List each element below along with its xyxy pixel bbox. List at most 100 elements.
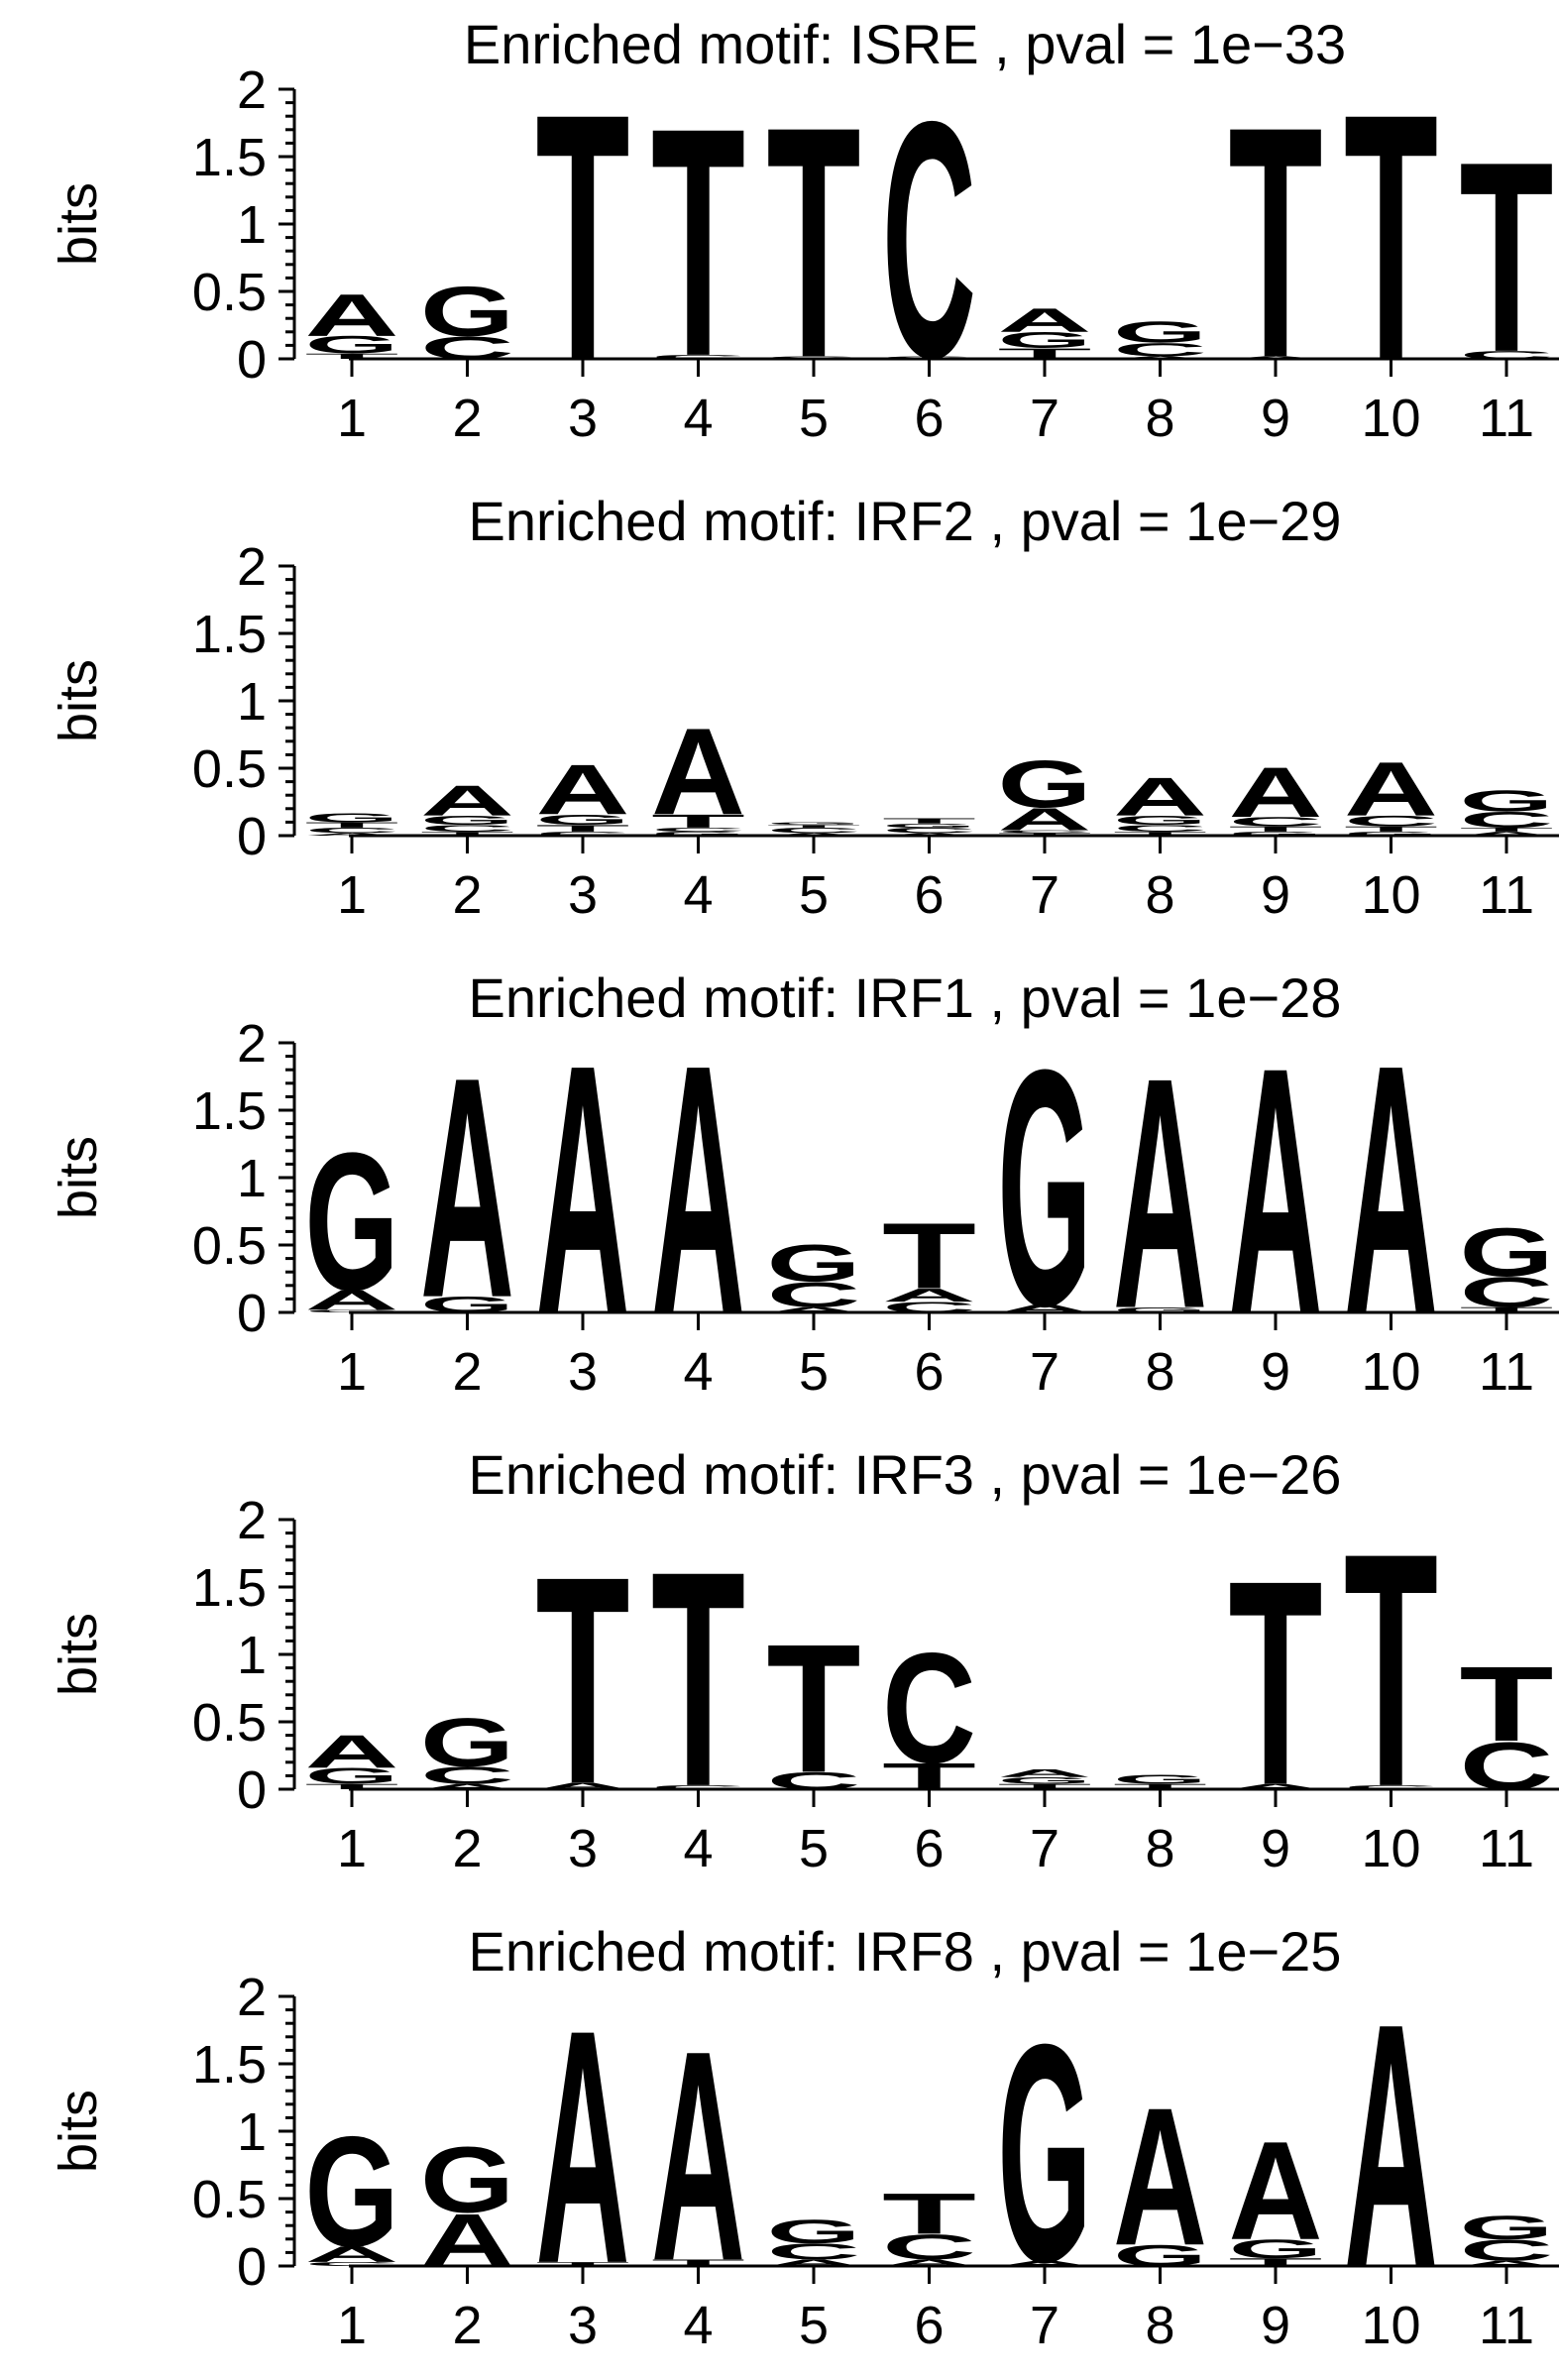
logo-letter-g: G	[305, 331, 399, 359]
logo-letter-a: A	[1229, 2111, 1323, 2269]
logo-letter-a: A	[1229, 1782, 1323, 1790]
logo-letter-a: A	[1113, 767, 1207, 828]
logo-letter-a: A	[767, 2257, 861, 2268]
logo-letter-g: G	[420, 1704, 514, 1781]
logo-letter-g: G	[882, 356, 976, 360]
logo-letter-a: A	[998, 802, 1092, 838]
logo-letter-t: T	[536, 2261, 630, 2267]
logo-letter-g: G	[998, 1982, 1092, 2327]
x-tick-label: 1	[337, 865, 367, 925]
x-tick-label: 6	[914, 2296, 944, 2355]
logo-letter-c: C	[536, 831, 630, 837]
logo-letter-t: T	[1113, 831, 1207, 837]
x-tick-label: 8	[1145, 1819, 1174, 1878]
x-tick-label: 4	[683, 1342, 713, 1402]
logo-panel-5: Enriched motif: IRF8 , pval = 1e−25 0 0.5 1…	[49, 1920, 1559, 2355]
x-tick-label: 11	[1479, 2296, 1534, 2355]
y-tick-label: 0	[237, 1284, 267, 1343]
x-tick-label: 10	[1361, 1819, 1420, 1878]
logo-letter-c: C	[1113, 339, 1207, 360]
x-tick-label: 5	[799, 2296, 829, 2355]
logo-letter-c: C	[767, 2239, 861, 2264]
y-tick-label: 1.5	[192, 2035, 267, 2095]
panel-title: Enriched motif: ISRE , pval = 1e−33	[464, 13, 1346, 75]
y-axis-label: bits	[49, 1613, 108, 1696]
x-tick-label: 1	[337, 389, 367, 448]
y-tick-label: 0.5	[192, 739, 267, 799]
logo-letter-t: T	[1460, 827, 1554, 833]
logo-letter-t: T	[882, 1756, 976, 1797]
logo-letter-g: G	[998, 1775, 1092, 1785]
x-tick-label: 6	[914, 1342, 944, 1402]
y-tick-label: 1	[237, 195, 267, 255]
logo-letter-a: A	[882, 1285, 976, 1305]
y-tick-label: 0.5	[192, 2170, 267, 2229]
y-tick-label: 0.5	[192, 1216, 267, 1276]
logo-letter-a: A	[305, 1285, 399, 1316]
y-tick-label: 2	[237, 1491, 267, 1550]
x-tick-label: 11	[1479, 389, 1534, 448]
logo-letter-a: A	[305, 1726, 399, 1778]
x-tick-label: 4	[683, 2296, 713, 2355]
logo-letter-a: A	[882, 833, 976, 837]
logo-letter-a: A	[1344, 1952, 1438, 2340]
logo-letter-g: G	[305, 2104, 399, 2280]
logo-letter-t: T	[1344, 1484, 1438, 1857]
logo-letter-c: C	[305, 826, 399, 834]
x-tick-label: 1	[337, 2296, 367, 2355]
y-tick-label: 0.5	[192, 263, 267, 322]
logo-letter-t: T	[998, 833, 1092, 837]
x-tick-label: 7	[1030, 1342, 1059, 1402]
x-tick-label: 3	[568, 2296, 598, 2355]
logo-letter-a: A	[420, 2199, 514, 2283]
logo-letter-t: T	[1344, 825, 1438, 833]
logo-letter-a: A	[998, 301, 1092, 339]
logo-letter-c: C	[767, 826, 861, 834]
logo-letter-g: G	[651, 831, 745, 837]
logo-letter-t: T	[767, 824, 861, 828]
logo-letter-t: T	[1460, 1644, 1554, 1763]
logo-letter-a: A	[536, 750, 630, 830]
logo-letter-a: A	[536, 1962, 630, 2333]
logo-letter-g: G	[305, 811, 399, 826]
logo-letter-g: G	[536, 812, 630, 829]
logo-letter-g: G	[998, 327, 1092, 353]
logo-panel-4: Enriched motif: IRF3 , pval = 1e−26 0 0.5 1…	[49, 1443, 1559, 1878]
logo-letter-g: G	[305, 1111, 399, 1331]
x-tick-label: 7	[1030, 389, 1059, 448]
y-tick-label: 0.5	[192, 1693, 267, 1753]
logo-letter-g: G	[1460, 2209, 1554, 2246]
x-tick-label: 9	[1261, 389, 1290, 448]
logo-letter-t: T	[1229, 57, 1323, 425]
y-tick-label: 1.5	[192, 128, 267, 187]
logo-letter-t: T	[420, 831, 514, 837]
x-tick-label: 8	[1145, 389, 1174, 448]
logo-letter-a: A	[998, 1303, 1092, 1315]
y-axis-label: bits	[49, 2090, 108, 2173]
logo-letter-c: C	[1460, 1729, 1554, 1804]
logo-letter-c: C	[420, 330, 514, 366]
logo-letter-a: A	[1460, 831, 1554, 837]
logo-letter-g: G	[1113, 813, 1207, 828]
logo-letter-t: T	[1460, 106, 1554, 409]
y-tick-label: 1	[237, 1626, 267, 1685]
x-tick-label: 2	[452, 1819, 482, 1878]
logo-letter-t: T	[651, 60, 745, 424]
logo-letter-t: T	[882, 817, 976, 825]
logo-letter-a: A	[536, 1780, 630, 1791]
logo-letter-t: T	[998, 345, 1092, 362]
logo-letter-g: G	[305, 1763, 399, 1789]
logo-letter-a: A	[1229, 356, 1323, 360]
y-tick-label: 1	[237, 2102, 267, 2162]
panel-title: Enriched motif: IRF3 , pval = 1e−26	[469, 1443, 1342, 1506]
x-tick-label: 3	[568, 389, 598, 448]
panel-title: Enriched motif: IRF8 , pval = 1e−25	[469, 1920, 1342, 1983]
logo-letter-t: T	[767, 57, 861, 425]
logo-letter-c: C	[651, 1784, 745, 1790]
logo-letter-t: T	[305, 821, 399, 829]
panel-title: Enriched motif: IRF1 , pval = 1e−28	[469, 966, 1342, 1029]
x-tick-label: 8	[1145, 2296, 1174, 2355]
logo-letter-a: A	[305, 282, 399, 349]
logo-letter-a: A	[1344, 745, 1438, 832]
logo-letter-a: A	[305, 833, 399, 837]
